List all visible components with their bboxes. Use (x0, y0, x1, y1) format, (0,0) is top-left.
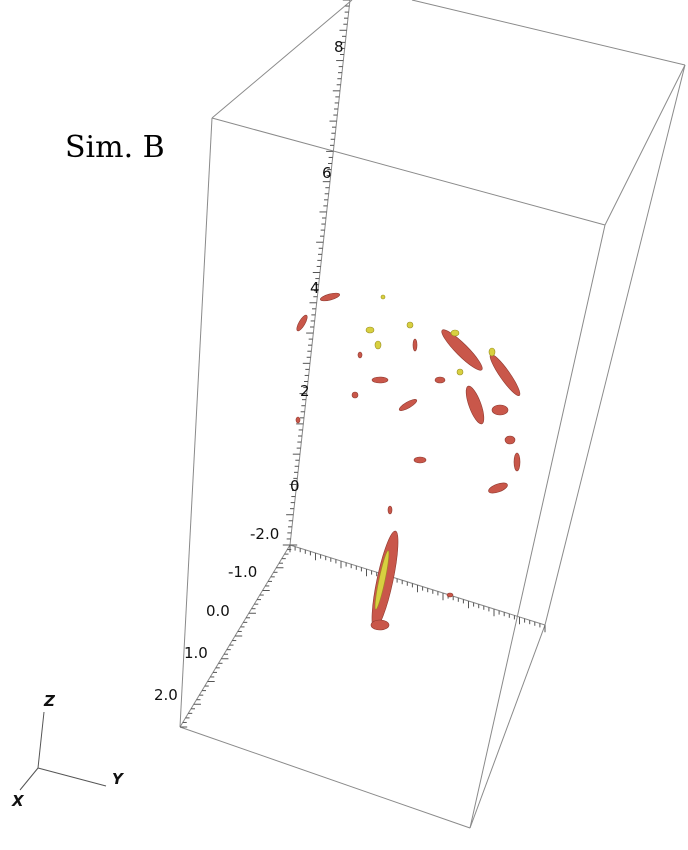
blob (488, 347, 496, 357)
x-tick-label: 1.0 (184, 644, 208, 662)
axis-ticks (180, 0, 546, 728)
blob (446, 592, 454, 598)
blob (351, 391, 359, 399)
z-tick-label: 6 (322, 164, 332, 182)
blob (365, 326, 375, 334)
blob (456, 368, 464, 376)
blob (465, 385, 485, 425)
blob (295, 416, 301, 424)
z-tick-label: 2 (300, 382, 310, 400)
blob (412, 338, 418, 352)
triad-label: Y (112, 770, 125, 788)
blob (374, 340, 382, 350)
triad-label: Z (43, 692, 56, 710)
triad-label: X (11, 792, 25, 810)
title: Sim. B (65, 130, 165, 165)
blob (406, 321, 414, 329)
blob (450, 329, 460, 337)
z-tick-label: 8 (334, 38, 344, 56)
x-tick-label: 0.0 (206, 602, 230, 620)
blob (489, 354, 521, 396)
blob (296, 314, 308, 332)
blob (413, 456, 427, 464)
blob (491, 404, 509, 416)
blob (513, 452, 521, 472)
z-tick-label: 0 (290, 477, 300, 495)
isosurfaces (295, 292, 521, 631)
bounding-box (179, 0, 686, 829)
blob (488, 482, 508, 494)
axis-labels: 8 6 4 2 0 -2.0 -1.0 0.0 1.0 2.0 Z Y X (11, 38, 344, 810)
blob (398, 399, 418, 411)
blob (374, 550, 390, 610)
blob (380, 294, 386, 300)
blob (434, 376, 446, 384)
blob (320, 292, 340, 302)
blob (387, 505, 393, 515)
blob (371, 376, 389, 384)
blob (504, 435, 516, 445)
orientation-triad (19, 711, 107, 791)
x-tick-label: -2.0 (250, 525, 279, 543)
x-tick-label: 2.0 (154, 686, 178, 704)
x-tick-label: -1.0 (228, 563, 257, 581)
blob (441, 329, 483, 371)
z-tick-label: 4 (310, 279, 320, 297)
blob (370, 619, 390, 631)
blob (357, 351, 363, 359)
